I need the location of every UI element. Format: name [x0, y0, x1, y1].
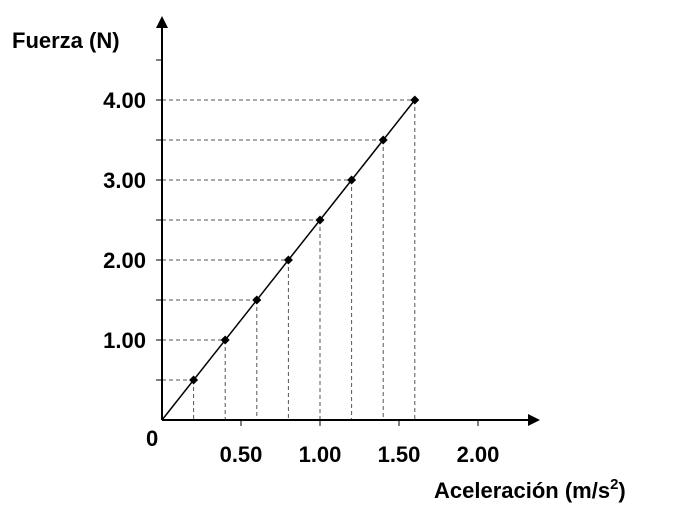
data-point: [347, 175, 357, 185]
data-point: [283, 255, 293, 265]
y-tick-label: 3.00: [103, 168, 146, 193]
guide-lines: [162, 99, 416, 420]
data-point: [378, 135, 388, 145]
y-axis-arrowhead: [156, 16, 168, 28]
x-axis-title: Aceleración (m/s2): [434, 476, 626, 503]
x-axis-title-superscript: 2: [610, 476, 618, 493]
x-axis-arrowhead: [528, 414, 540, 426]
y-tick-label: 1.00: [103, 328, 146, 353]
data-point: [410, 95, 420, 105]
data-point: [189, 375, 199, 385]
data-points: [189, 95, 420, 385]
y-tick-label: 2.00: [103, 248, 146, 273]
x-tick-label: 1.00: [299, 442, 342, 467]
x-tick-label: 2.00: [457, 442, 500, 467]
data-point: [315, 215, 325, 225]
y-axis-title: Fuerza (N): [12, 28, 120, 53]
x-tick-label: 1.50: [378, 442, 421, 467]
x-tick-label: 0.50: [220, 442, 263, 467]
x-axis-title-main: Aceleración (m/s: [434, 478, 610, 503]
axes: [156, 16, 540, 426]
data-point: [252, 295, 262, 305]
origin-label: 0: [146, 426, 158, 451]
tick-labels: 0.50 1.00 1.50 2.00 1.00 2.00 3.00 4.00: [103, 88, 499, 467]
y-tick-label: 4.00: [103, 88, 146, 113]
x-axis-title-tail: ): [618, 478, 625, 503]
data-point: [220, 335, 230, 345]
